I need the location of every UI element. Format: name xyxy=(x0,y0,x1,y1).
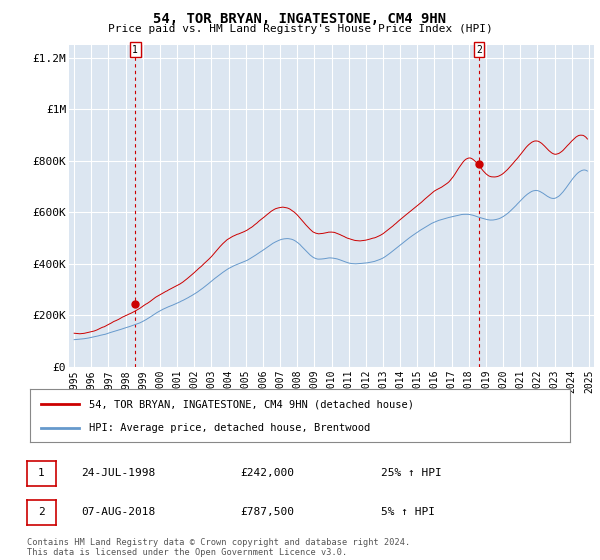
Text: 54, TOR BRYAN, INGATESTONE, CM4 9HN: 54, TOR BRYAN, INGATESTONE, CM4 9HN xyxy=(154,12,446,26)
Text: 2: 2 xyxy=(476,45,482,55)
Text: 5% ↑ HPI: 5% ↑ HPI xyxy=(381,507,435,517)
Text: Contains HM Land Registry data © Crown copyright and database right 2024.
This d: Contains HM Land Registry data © Crown c… xyxy=(27,538,410,557)
Text: £787,500: £787,500 xyxy=(240,507,294,517)
Text: 1: 1 xyxy=(132,45,138,55)
Text: 2: 2 xyxy=(38,507,45,517)
Text: Price paid vs. HM Land Registry's House Price Index (HPI): Price paid vs. HM Land Registry's House … xyxy=(107,24,493,34)
Text: 24-JUL-1998: 24-JUL-1998 xyxy=(81,468,155,478)
Text: 07-AUG-2018: 07-AUG-2018 xyxy=(81,507,155,517)
Text: 25% ↑ HPI: 25% ↑ HPI xyxy=(381,468,442,478)
Text: HPI: Average price, detached house, Brentwood: HPI: Average price, detached house, Bren… xyxy=(89,422,371,432)
Text: 54, TOR BRYAN, INGATESTONE, CM4 9HN (detached house): 54, TOR BRYAN, INGATESTONE, CM4 9HN (det… xyxy=(89,399,415,409)
Text: 1: 1 xyxy=(38,468,45,478)
Text: £242,000: £242,000 xyxy=(240,468,294,478)
